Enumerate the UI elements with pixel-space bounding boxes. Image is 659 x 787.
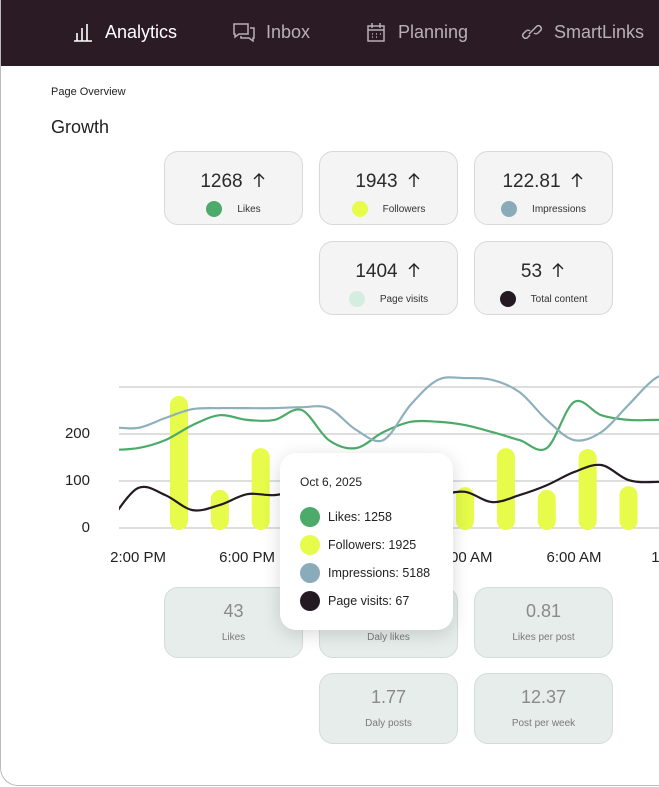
- tooltip-text: Impressions: 5188: [328, 566, 431, 580]
- tooltip-dot: [300, 591, 320, 611]
- analytics-icon: [74, 24, 92, 42]
- stat-legend: Total content: [475, 291, 612, 307]
- metric-card: 1.77 Daly posts: [319, 673, 458, 744]
- tooltip-row: Page visits: 67: [300, 591, 409, 611]
- x-tick-label: 6:00 PM: [219, 549, 275, 566]
- stat-legend: Impressions: [475, 201, 612, 217]
- line: [119, 375, 659, 443]
- inbox-icon: [233, 23, 255, 42]
- up-arrow: [571, 173, 583, 187]
- x-tick-label: 6:00 AM: [546, 549, 601, 566]
- nav-item[interactable]: SmartLinks: [554, 22, 645, 42]
- tooltip-text: Page visits: 67: [328, 594, 410, 608]
- metric-value: 1.77: [370, 687, 407, 707]
- stat-value-row: 1404: [320, 261, 457, 283]
- stat-value-row: 53: [475, 261, 612, 283]
- up-arrow: [253, 173, 265, 187]
- stat-value: 122.81: [502, 171, 561, 192]
- nav-item[interactable]: Analytics: [105, 22, 178, 42]
- bar: [537, 489, 556, 530]
- tooltip-row: Likes: 1258: [300, 507, 392, 527]
- stat-label: Impressions: [532, 203, 586, 215]
- bar: [496, 448, 515, 530]
- link-icon: [521, 24, 543, 40]
- stat-card: 53 Total content: [474, 241, 613, 315]
- bar: [619, 486, 638, 530]
- x-tick-label: 10:00 AM: [651, 549, 659, 566]
- stat-legend: Followers: [320, 201, 457, 217]
- tooltip: Oct 6, 2025 Likes: 1258 Followers: 1925 Im…: [280, 453, 453, 630]
- page-title: Growth: [51, 117, 110, 137]
- metric-label: Likes: [221, 632, 246, 643]
- stat-value: 1268: [200, 171, 243, 192]
- up-arrow: [408, 173, 420, 187]
- bar: [251, 448, 270, 530]
- y-tick-label: 100: [65, 472, 90, 489]
- stat-dot: [501, 201, 518, 217]
- up-arrow: [552, 263, 564, 277]
- tooltip-row: Followers: 1925: [300, 535, 416, 555]
- tooltip-row: Impressions: 5188: [300, 563, 430, 583]
- stat-value: 1404: [355, 261, 398, 282]
- stat-label: Likes: [237, 203, 261, 215]
- stat-label: Page visits: [379, 293, 429, 305]
- tooltip-text: Followers: 1925: [328, 538, 417, 552]
- breadcrumb[interactable]: Page Overview: [51, 86, 126, 98]
- bar: [210, 489, 229, 530]
- metric-label: Post per week: [511, 718, 576, 729]
- stat-label: Total content: [530, 293, 588, 305]
- metric-label: Daly posts: [365, 718, 412, 729]
- stat-card: 122.81 Impressions: [474, 151, 613, 225]
- tooltip-dot: [300, 535, 320, 555]
- stat-value-row: 1943: [320, 171, 457, 193]
- bar: [456, 487, 475, 530]
- stat-legend: Likes: [165, 201, 302, 217]
- stat-dot: [351, 201, 368, 217]
- y-tick-label: 200: [65, 425, 90, 442]
- stat-value: 1943: [355, 171, 398, 192]
- metric-label: Likes per post: [512, 632, 575, 643]
- tooltip-dot: [300, 563, 320, 583]
- stat-value-row: 122.81: [475, 171, 612, 193]
- stat-value-row: 1268: [165, 171, 302, 193]
- bar: [578, 449, 597, 530]
- tooltip-text: Likes: 1258: [328, 510, 392, 524]
- metric-card: 0.81 Likes per post: [474, 587, 613, 658]
- stat-legend: Page visits: [320, 291, 457, 307]
- stat-dot: [206, 201, 223, 217]
- stat-value: 53: [520, 261, 543, 282]
- y-tick-label: 0: [82, 519, 90, 536]
- nav-item[interactable]: Planning: [398, 22, 469, 42]
- metric-card: 43 Likes: [164, 587, 303, 658]
- tooltip-title: Oct 6, 2025: [300, 475, 363, 489]
- stat-card: 1404 Page visits: [319, 241, 458, 315]
- nav-bar: Analytics Inbox Planning SmartLinks: [1, 0, 659, 66]
- x-tick-label: 2:00 PM: [110, 549, 166, 566]
- planning-icon: [367, 23, 385, 42]
- stat-card: 1268 Likes: [164, 151, 303, 225]
- up-arrow: [408, 263, 420, 277]
- tooltip-dot: [300, 507, 320, 527]
- nav-item[interactable]: Inbox: [266, 22, 311, 42]
- metric-value: 0.81: [525, 601, 562, 621]
- metric-value: 12.37: [520, 687, 567, 707]
- metric-value: 43: [223, 601, 244, 621]
- stat-label: Followers: [382, 203, 426, 215]
- stat-dot: [499, 291, 516, 307]
- stat-dot: [348, 291, 365, 307]
- metric-label: Daly likes: [367, 632, 410, 643]
- stat-card: 1943 Followers: [319, 151, 458, 225]
- metric-card: 12.37 Post per week: [474, 673, 613, 744]
